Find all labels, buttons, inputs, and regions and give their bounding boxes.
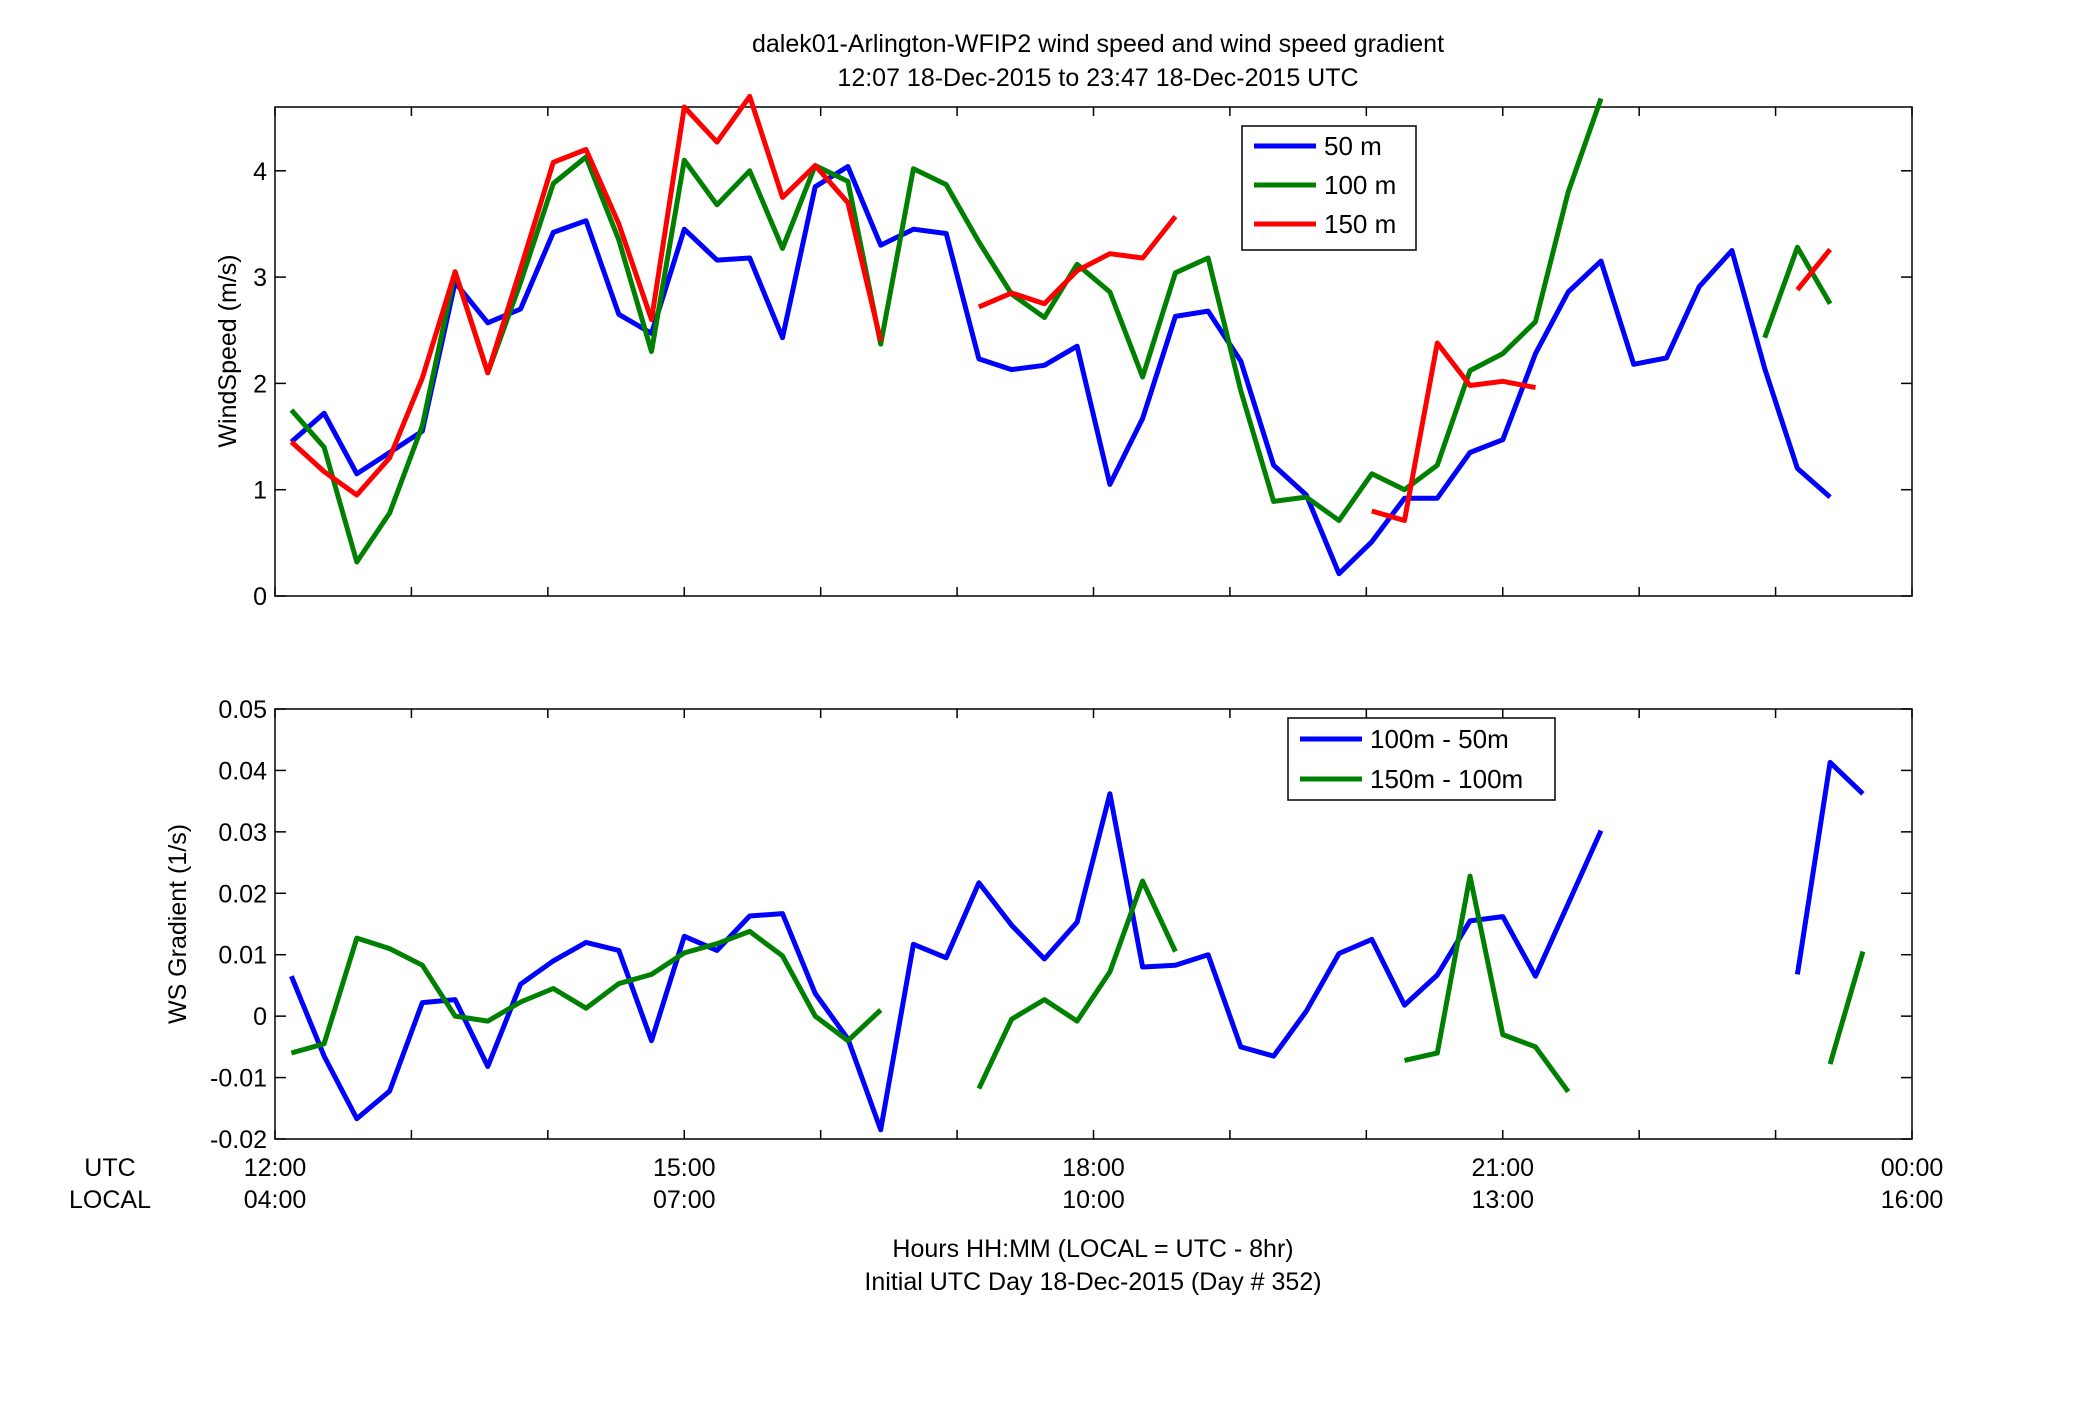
x-tick-label-local: 13:00 — [1471, 1186, 1534, 1214]
windspeed-y-tick-label: 0 — [253, 583, 267, 611]
series-line-150m-100m — [290, 928, 883, 1056]
x-tick-label-utc: 18:00 — [1062, 1154, 1125, 1182]
gradient-y-tick-label: 0.02 — [218, 880, 267, 908]
local-row-label: LOCAL — [69, 1186, 151, 1214]
gradient-panel: -0.02 -0.01 0 0.01 0.02 0.03 0.04 0.05 WS Gradi… — [164, 696, 1913, 1154]
x-tick-label-utc: 15:00 — [653, 1154, 716, 1182]
x-tick-label-local: 04:00 — [244, 1186, 307, 1214]
x-tick-label-local: 10:00 — [1062, 1186, 1125, 1214]
series-line-150-m — [1795, 247, 1833, 292]
legend-label-150m-100m: 150m - 100m — [1370, 764, 1523, 794]
chart-title-line2: 12:07 18-Dec-2015 to 23:47 18-Dec-2015 U… — [837, 64, 1358, 92]
series-line-100m-50m — [1794, 759, 1865, 975]
windspeed-legend: 50 m 100 m 150 m — [1241, 125, 1417, 251]
gradient-y-tick-label: 0 — [253, 1003, 267, 1031]
gradient-y-ticks: -0.02 -0.01 0 0.01 0.02 0.03 0.04 0.05 — [210, 696, 1912, 1154]
gradient-plot-frame — [274, 708, 1913, 1140]
gradient-legend: 100m - 50m 150m - 100m — [1287, 717, 1556, 801]
legend-label-150-m: 150 m — [1324, 209, 1396, 239]
gradient-y-tick-label: -0.01 — [210, 1065, 267, 1093]
series-line-150m-100m — [976, 878, 1178, 1090]
legend-label-50-m: 50 m — [1324, 131, 1382, 161]
time-axis-labels: 12:00 04:00 15:00 07:00 18:00 10:00 21:00 13:00… — [244, 1154, 1944, 1214]
legend-label-100-m: 100 m — [1324, 170, 1396, 200]
x-axis-label-line2: Initial UTC Day 18-Dec-2015 (Day # 352) — [864, 1268, 1321, 1296]
series-line-100-m — [1762, 244, 1833, 339]
x-axis-label-line1: Hours HH:MM (LOCAL = UTC - 8hr) — [892, 1235, 1293, 1263]
windspeed-y-axis-label: WindSpeed (m/s) — [214, 254, 242, 447]
gradient-y-axis-label: WS Gradient (1/s) — [164, 824, 192, 1024]
legend-label-100m-50m: 100m - 50m — [1370, 724, 1509, 754]
x-tick-label-local: 07:00 — [653, 1186, 716, 1214]
series-line-150-m — [977, 214, 1178, 310]
chart-title-line1: dalek01-Arlington-WFIP2 wind speed and w… — [752, 30, 1444, 58]
windspeed-x-ticks — [274, 107, 1913, 596]
x-tick-label-utc: 00:00 — [1881, 1154, 1944, 1182]
gradient-series — [289, 759, 1866, 1133]
x-tick-label-utc: 21:00 — [1471, 1154, 1534, 1182]
x-tick-label-local: 16:00 — [1881, 1186, 1944, 1214]
gradient-y-tick-label: 0.04 — [218, 757, 267, 785]
windspeed-plot-frame — [274, 106, 1913, 597]
windspeed-y-tick-label: 1 — [253, 477, 267, 505]
series-line-150-m — [1371, 340, 1536, 523]
windspeed-panel: 0 1 2 3 4 WindSpeed (m/s) 50 m 100 m 150 m — [214, 93, 1913, 611]
utc-row-label: UTC — [84, 1154, 135, 1182]
windspeed-y-tick-label: 2 — [253, 370, 267, 398]
windspeed-y-tick-label: 3 — [253, 264, 267, 292]
series-line-100-m — [289, 97, 1604, 565]
series-line-150m-100m — [1827, 950, 1866, 1065]
series-line-50-m — [289, 164, 1832, 577]
series-line-100m-50m — [289, 791, 1604, 1133]
gradient-x-ticks — [274, 709, 1913, 1139]
gradient-y-tick-label: 0.01 — [218, 942, 267, 970]
x-tick-label-utc: 12:00 — [244, 1154, 307, 1182]
windspeed-y-tick-label: 4 — [253, 158, 267, 186]
gradient-y-tick-label: 0.03 — [218, 819, 267, 847]
series-line-150m-100m — [1403, 873, 1571, 1094]
gradient-legend-box — [1287, 717, 1556, 801]
windspeed-y-ticks: 0 1 2 3 4 — [253, 158, 1912, 611]
gradient-y-tick-label: 0.05 — [218, 696, 267, 724]
series-line-150-m — [289, 93, 884, 498]
windspeed-series — [289, 93, 1833, 577]
gradient-y-tick-label: -0.02 — [210, 1126, 267, 1154]
